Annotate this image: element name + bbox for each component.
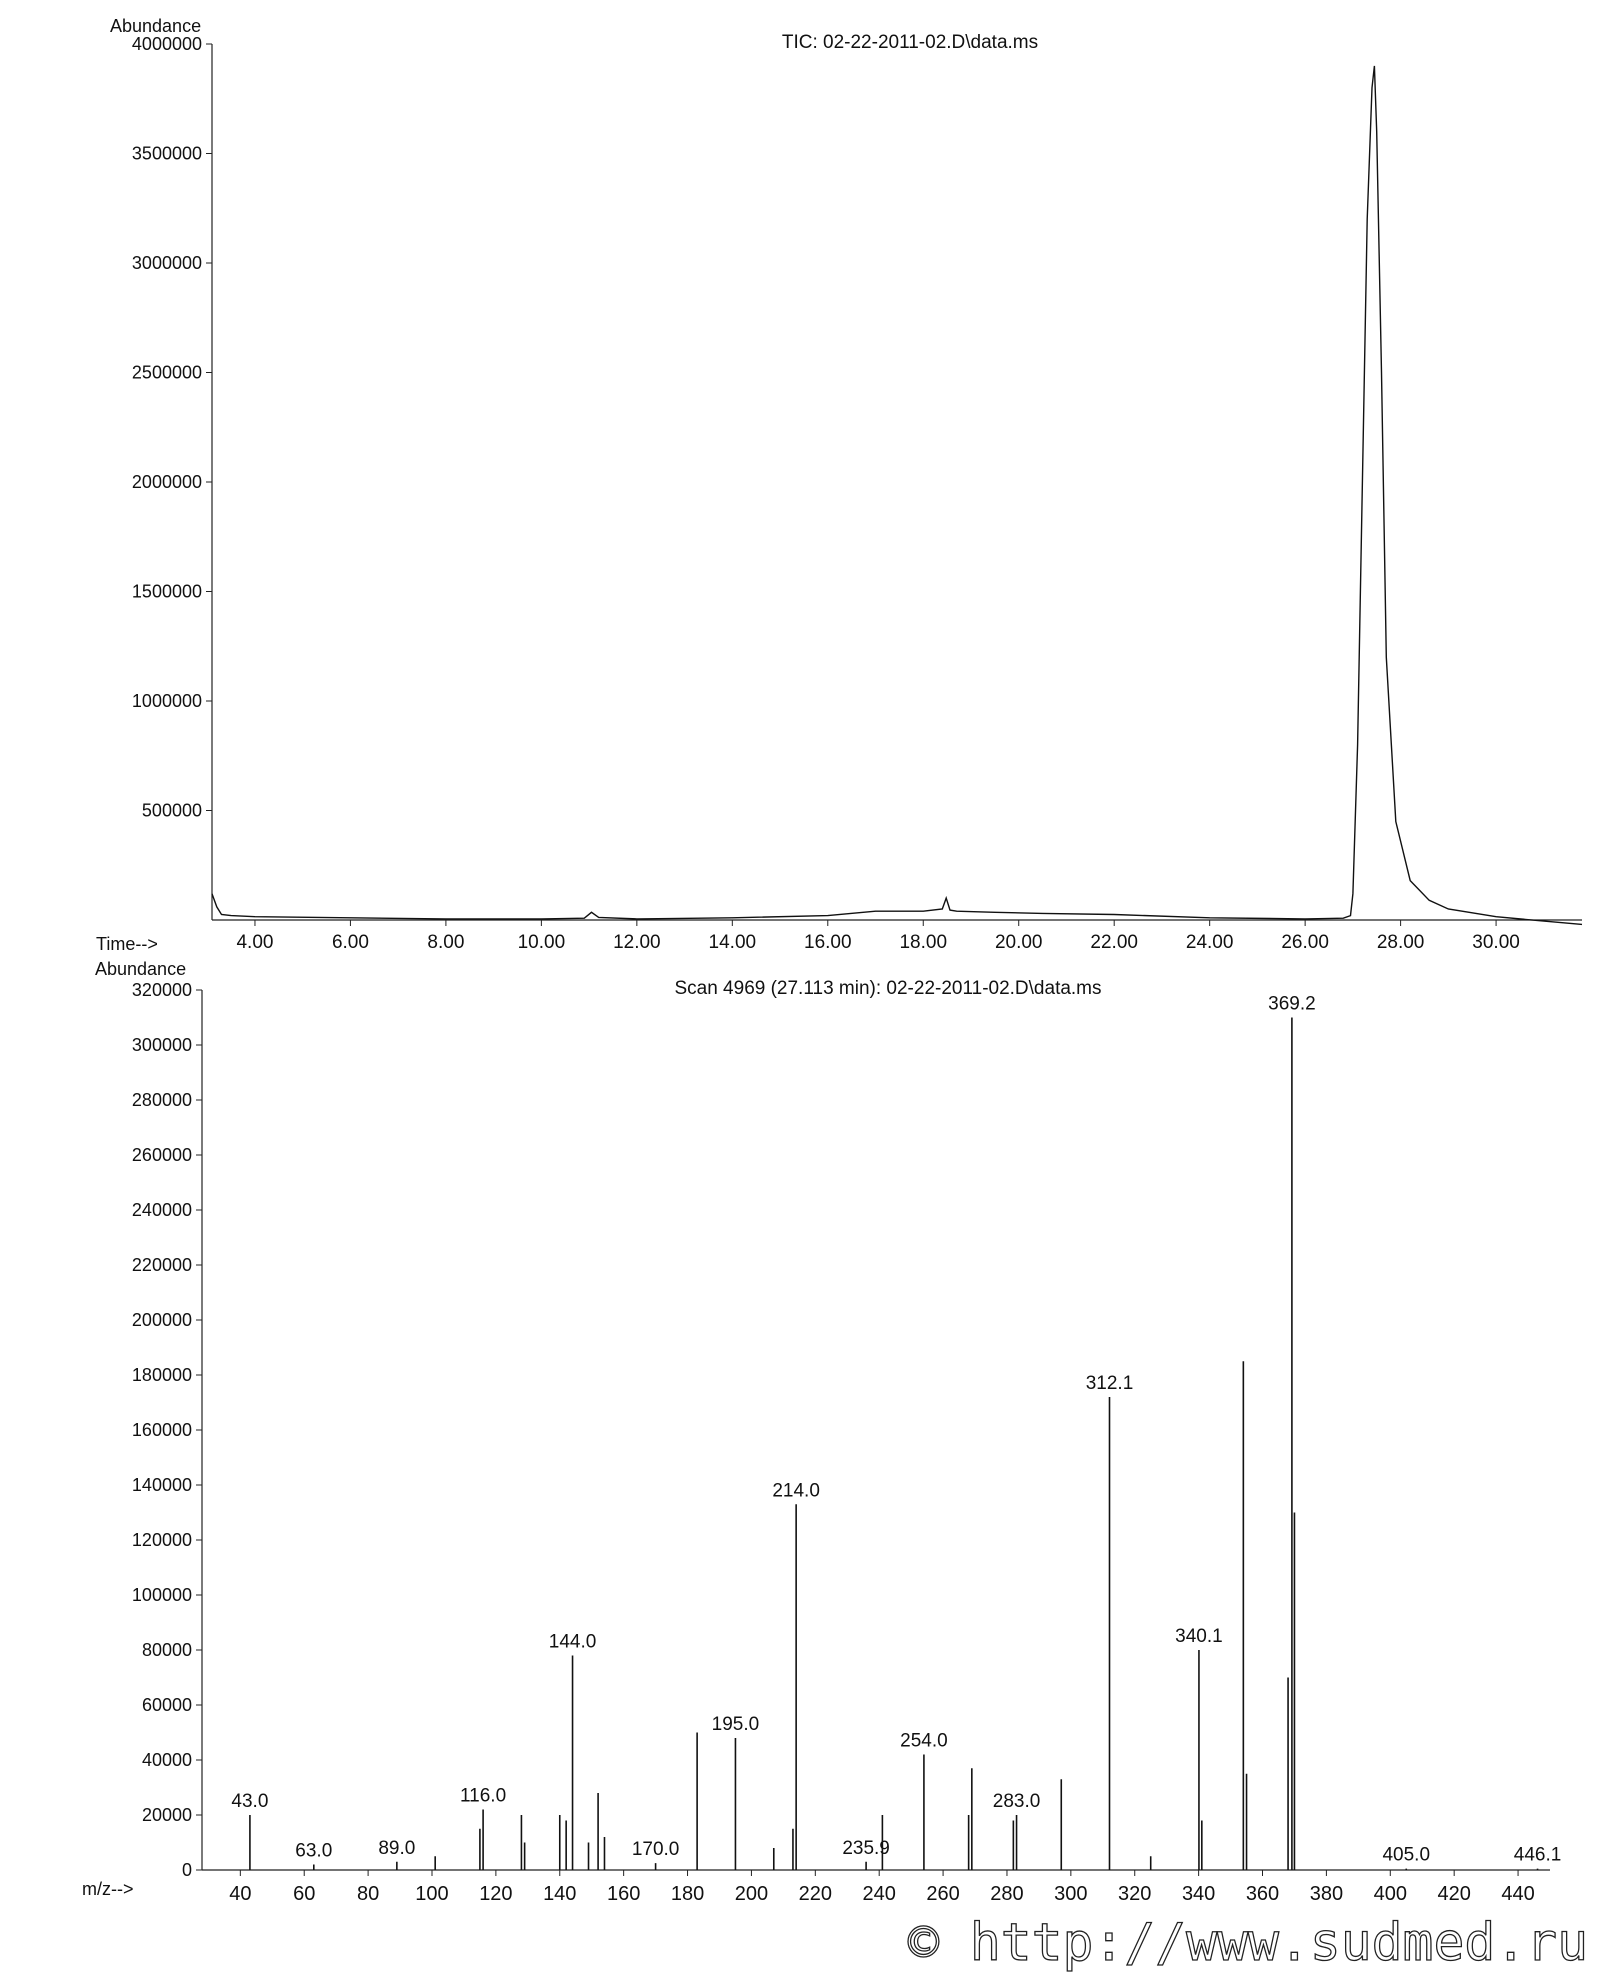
ms-peak-label: 170.0 xyxy=(632,1839,680,1860)
ms-y-tick-label: 320000 xyxy=(132,980,192,1000)
tic-x-tick-label: 4.00 xyxy=(236,932,273,953)
tic-x-tick-label: 18.00 xyxy=(899,932,947,953)
tic-x-tick-label: 22.00 xyxy=(1090,932,1138,953)
ms-x-tick-label: 260 xyxy=(926,1883,959,1905)
ms-y-tick-label: 220000 xyxy=(132,1255,192,1275)
ms-y-axis-label: Abundance xyxy=(95,959,186,979)
tic-y-tick-label: 500000 xyxy=(142,801,202,821)
watermark-text: © http://www.sudmed.ru xyxy=(908,1913,1588,1973)
ms-x-tick-label: 300 xyxy=(1054,1883,1087,1905)
tic-x-tick-label: 12.00 xyxy=(613,932,661,953)
ms-x-tick-label: 400 xyxy=(1374,1883,1407,1905)
ms-x-tick-label: 40 xyxy=(229,1883,251,1905)
tic-x-tick-label: 26.00 xyxy=(1281,932,1329,953)
ms-y-tick-label: 0 xyxy=(182,1860,192,1880)
tic-x-tick-label: 10.00 xyxy=(518,932,566,953)
ms-peak-label: 195.0 xyxy=(712,1714,760,1735)
tic-x-tick-label: 30.00 xyxy=(1472,932,1520,953)
ms-x-tick-label: 440 xyxy=(1501,1883,1534,1905)
ms-peak-label: 254.0 xyxy=(900,1731,948,1752)
tic-x-tick-label: 20.00 xyxy=(995,932,1043,953)
ms-x-tick-label: 220 xyxy=(799,1883,832,1905)
ms-x-tick-label: 180 xyxy=(671,1883,704,1905)
ms-peak-label: 43.0 xyxy=(231,1791,268,1812)
ms-x-tick-label: 200 xyxy=(735,1883,768,1905)
ms-y-tick-label: 40000 xyxy=(142,1750,192,1770)
ms-x-tick-label: 320 xyxy=(1118,1883,1151,1905)
ms-x-tick-label: 280 xyxy=(990,1883,1023,1905)
ms-peak-label: 89.0 xyxy=(378,1838,415,1859)
ms-y-tick-label: 280000 xyxy=(132,1090,192,1110)
ms-y-tick-label: 160000 xyxy=(132,1420,192,1440)
tic-x-tick-label: 14.00 xyxy=(709,932,757,953)
ms-peak-label: 369.2 xyxy=(1268,994,1316,1015)
ms-peak-label: 63.0 xyxy=(295,1841,332,1862)
ms-peak-label: 116.0 xyxy=(460,1786,506,1807)
ms-y-tick-label: 80000 xyxy=(142,1640,192,1660)
tic-x-tick-label: 28.00 xyxy=(1377,932,1425,953)
ms-x-tick-label: 100 xyxy=(415,1883,448,1905)
ms-x-tick-label: 120 xyxy=(479,1883,512,1905)
ms-peak-label: 340.1 xyxy=(1175,1626,1223,1647)
tic-y-tick-label: 4000000 xyxy=(132,34,202,54)
mass-spectrum-chart: Scan 4969 (27.113 min): 02-22-2011-02.D\… xyxy=(82,959,1561,1905)
ms-y-tick-label: 260000 xyxy=(132,1145,192,1165)
ms-y-tick-label: 60000 xyxy=(142,1695,192,1715)
ms-peak-label: 144.0 xyxy=(549,1632,597,1653)
ms-x-tick-label: 160 xyxy=(607,1883,640,1905)
ms-y-tick-label: 300000 xyxy=(132,1035,192,1055)
tic-x-tick-label: 16.00 xyxy=(804,932,852,953)
ms-x-tick-label: 360 xyxy=(1246,1883,1279,1905)
tic-y-tick-label: 3000000 xyxy=(132,253,202,273)
tic-x-tick-label: 6.00 xyxy=(332,932,369,953)
tic-y-tick-label: 2500000 xyxy=(132,363,202,383)
ms-peak-label: 446.1 xyxy=(1514,1845,1562,1866)
ms-y-tick-label: 20000 xyxy=(142,1805,192,1825)
tic-title: TIC: 02-22-2011-02.D\data.ms xyxy=(782,32,1038,53)
tic-chart: TIC: 02-22-2011-02.D\data.ms Abundance T… xyxy=(96,16,1583,954)
ms-peak-label: 214.0 xyxy=(772,1480,820,1501)
ms-y-tick-label: 100000 xyxy=(132,1585,192,1605)
ms-x-tick-label: 80 xyxy=(357,1883,379,1905)
ms-x-tick-label: 340 xyxy=(1182,1883,1215,1905)
tic-trace xyxy=(211,65,1583,926)
ms-y-tick-label: 240000 xyxy=(132,1200,192,1220)
ms-x-axis-label: m/z--> xyxy=(82,1879,134,1899)
ms-peak-label: 405.0 xyxy=(1382,1845,1430,1866)
ms-x-tick-label: 380 xyxy=(1310,1883,1343,1905)
ms-x-tick-label: 140 xyxy=(543,1883,576,1905)
ms-x-tick-label: 60 xyxy=(293,1883,315,1905)
tic-y-tick-label: 1000000 xyxy=(132,691,202,711)
ms-title: Scan 4969 (27.113 min): 02-22-2011-02.D\… xyxy=(674,978,1101,999)
tic-y-tick-label: 2000000 xyxy=(132,472,202,492)
tic-x-tick-label: 24.00 xyxy=(1186,932,1234,953)
tic-x-axis-label: Time--> xyxy=(96,934,158,954)
ms-x-tick-label: 240 xyxy=(863,1883,896,1905)
ms-peak-label: 283.0 xyxy=(993,1791,1041,1812)
ms-peak-label: 235.9 xyxy=(842,1838,890,1859)
ms-y-tick-label: 140000 xyxy=(132,1475,192,1495)
tic-x-tick-label: 8.00 xyxy=(427,932,464,953)
tic-y-tick-label: 1500000 xyxy=(132,582,202,602)
ms-peak-label: 312.1 xyxy=(1086,1373,1134,1394)
ms-x-tick-label: 420 xyxy=(1437,1883,1470,1905)
tic-y-axis-label: Abundance xyxy=(110,16,201,36)
ms-y-tick-label: 180000 xyxy=(132,1365,192,1385)
ms-y-tick-label: 120000 xyxy=(132,1530,192,1550)
tic-y-tick-label: 3500000 xyxy=(132,144,202,164)
ms-y-tick-label: 200000 xyxy=(132,1310,192,1330)
